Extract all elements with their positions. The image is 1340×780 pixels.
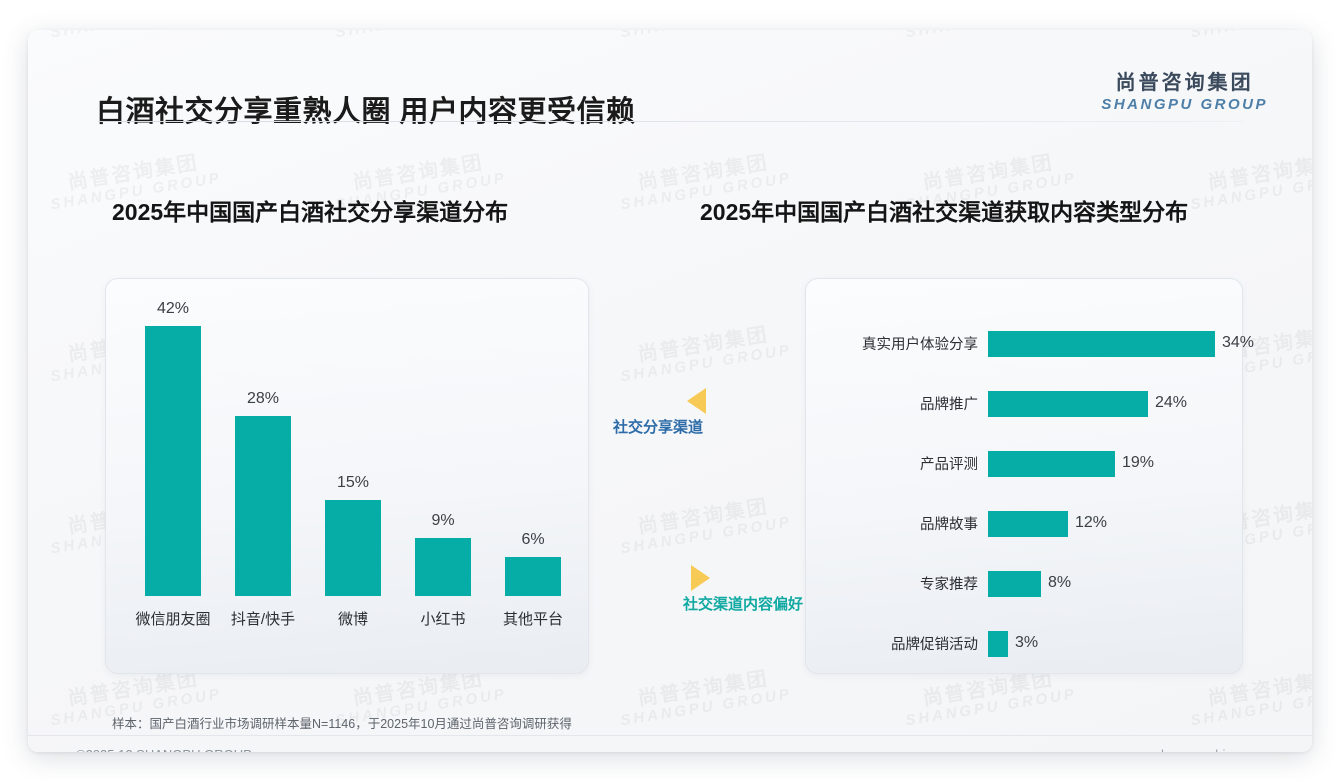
sample-footnote: 样本：国产白酒行业市场调研样本量N=1146，于2025年10月通过尚普咨询调研… xyxy=(112,717,572,731)
column-category-label: 微信朋友圈 xyxy=(135,611,211,628)
column-value-label: 42% xyxy=(156,300,190,317)
watermark-chinese: 尚普咨询集团 xyxy=(331,149,506,198)
column-chart-item: 15% 微博 xyxy=(311,277,395,673)
watermark-english: SHANGPU GROUP xyxy=(1189,686,1312,731)
bar-chart-row: 品牌推广 24% xyxy=(806,391,1242,417)
watermark-chinese: 尚普咨询集团 xyxy=(1186,149,1312,198)
watermark-chinese: 尚普咨询集团 xyxy=(616,493,791,542)
column-value-label: 15% xyxy=(336,474,370,491)
horizontal-bar[interactable] xyxy=(988,631,1008,657)
bar-category-label: 品牌促销活动 xyxy=(891,637,978,653)
annotation-social-share-channel-label: 社交分享渠道 xyxy=(613,419,704,436)
brand-logo: 尚普咨询集团 SHANGPU GROUP xyxy=(1101,66,1268,113)
watermark-english: SHANGPU GROUP xyxy=(904,686,1079,731)
right-chart-title: 2025年中国国产白酒社交渠道获取内容类型分布 xyxy=(700,199,1189,225)
column-chart-item: 28% 抖音/快手 xyxy=(221,277,305,673)
watermark-english: SHANGPU GROUP xyxy=(619,686,794,731)
social-share-channel-column-chart: 42% 微信朋友圈 28% 抖音/快手 15% 微博 9% 小红书 6% 其他平台 xyxy=(106,279,588,673)
watermark-english: SHANGPU GROUP xyxy=(619,342,794,387)
column-value-label: 6% xyxy=(521,531,545,548)
watermark-english: SHANGPU GROUP xyxy=(1189,170,1312,215)
bar-value-label: 24% xyxy=(1155,394,1188,411)
horizontal-bar[interactable] xyxy=(988,571,1041,597)
bar-chart-row: 真实用户体验分享 34% xyxy=(806,331,1254,357)
right-chart-card: 真实用户体验分享 34% 品牌推广 24% 产品评测 19% 品牌故事 12% 专家推荐 8% 品牌… xyxy=(805,278,1254,674)
horizontal-bar[interactable] xyxy=(988,511,1068,537)
column-bar[interactable] xyxy=(325,500,381,596)
bar-chart-row: 品牌故事 12% xyxy=(806,511,1242,537)
annotation-content-preference: 社交渠道内容偏好 xyxy=(683,565,803,614)
column-category-label: 微博 xyxy=(337,611,368,628)
logo-chinese-text: 尚普咨询集团 xyxy=(1115,72,1254,94)
bar-chart-row: 专家推荐 8% xyxy=(806,571,1242,597)
content-type-bar-chart: 真实用户体验分享 34% 品牌推广 24% 产品评测 19% 品牌故事 12% 专家推荐 8% 品牌… xyxy=(806,279,1254,673)
bar-chart-row: 品牌促销活动 3% xyxy=(806,631,1242,657)
logo-english-text: SHANGPU GROUP xyxy=(1101,96,1268,113)
horizontal-bar[interactable] xyxy=(988,331,1215,357)
bar-value-label: 3% xyxy=(1015,634,1039,651)
website-url[interactable]: www.shangpu-china.com xyxy=(1123,747,1268,752)
column-category-label: 抖音/快手 xyxy=(230,611,296,628)
bar-chart-row: 产品评测 19% xyxy=(806,451,1242,477)
page-title: 白酒社交分享重熟人圈 用户内容更受信赖 xyxy=(96,96,636,128)
left-chart-card: 42% 微信朋友圈 28% 抖音/快手 15% 微博 9% 小红书 6% 其他平台 xyxy=(105,278,589,674)
watermark-chinese: 尚普咨询集团 xyxy=(46,149,221,198)
bar-category-label: 真实用户体验分享 xyxy=(862,337,978,353)
bar-value-label: 19% xyxy=(1122,454,1155,471)
copyright-text: ©2025.12 SHANGPU GROUP xyxy=(76,747,252,752)
triangle-right-icon xyxy=(691,565,710,591)
watermark-chinese: 尚普咨询集团 xyxy=(616,149,791,198)
column-chart-item: 42% 微信朋友圈 xyxy=(131,277,215,673)
bar-value-label: 8% xyxy=(1048,574,1072,591)
bar-value-label: 12% xyxy=(1075,514,1108,531)
slide-header: 白酒社交分享重熟人圈 用户内容更受信赖 尚普咨询集团 SHANGPU GROUP xyxy=(28,30,1312,128)
horizontal-bar[interactable] xyxy=(988,391,1148,417)
bar-category-label: 产品评测 xyxy=(920,457,978,473)
bar-category-label: 品牌故事 xyxy=(920,517,978,533)
watermark-chinese: 尚普咨询集团 xyxy=(616,665,791,714)
column-bar[interactable] xyxy=(145,326,201,596)
column-bar[interactable] xyxy=(505,557,561,596)
annotation-content-preference-label: 社交渠道内容偏好 xyxy=(683,596,804,613)
bar-category-label: 专家推荐 xyxy=(920,577,978,593)
bar-value-label: 34% xyxy=(1222,334,1255,351)
annotation-social-share-channel: 社交分享渠道 xyxy=(613,388,706,437)
column-value-label: 9% xyxy=(431,512,455,529)
triangle-left-icon xyxy=(687,388,706,414)
watermark-chinese: 尚普咨询集团 xyxy=(901,149,1076,198)
watermark-english: SHANGPU GROUP xyxy=(619,514,794,559)
column-bar[interactable] xyxy=(415,538,471,596)
header-divider xyxy=(98,121,1242,122)
column-category-label: 小红书 xyxy=(420,611,466,628)
column-value-label: 28% xyxy=(246,390,280,407)
left-chart-title: 2025年中国国产白酒社交分享渠道分布 xyxy=(112,199,509,225)
column-category-label: 其他平台 xyxy=(502,611,563,628)
bar-category-label: 品牌推广 xyxy=(920,397,978,413)
column-chart-item: 6% 其他平台 xyxy=(491,277,575,673)
column-chart-item: 9% 小红书 xyxy=(401,277,485,673)
horizontal-bar[interactable] xyxy=(988,451,1115,477)
footer-divider xyxy=(28,735,1312,736)
column-bar[interactable] xyxy=(235,416,291,596)
watermark-chinese: 尚普咨询集团 xyxy=(616,321,791,370)
